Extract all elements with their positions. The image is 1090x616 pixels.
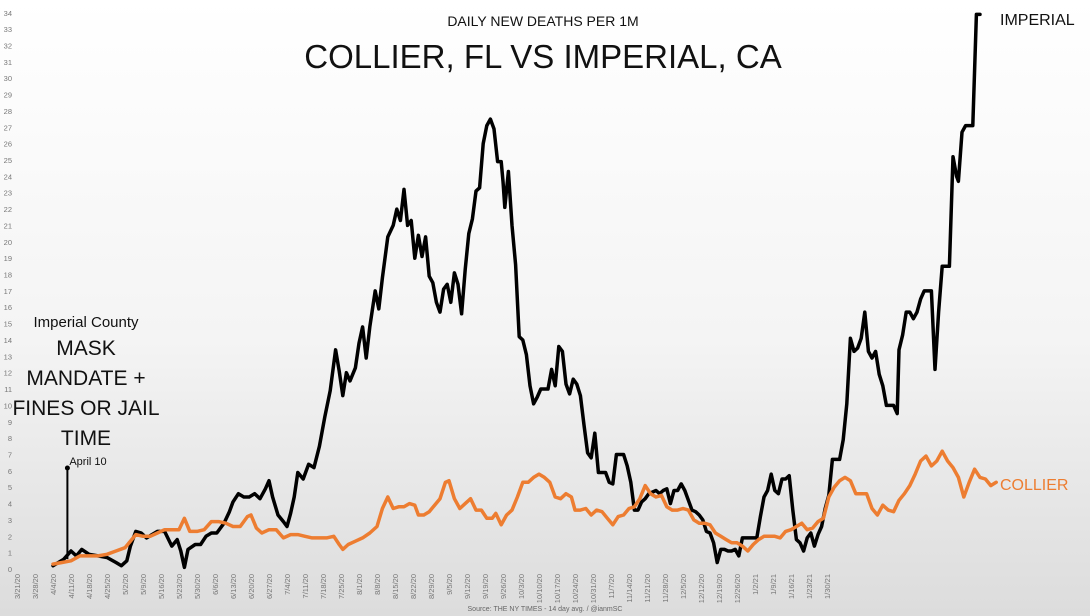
y-tick-label: 20	[4, 238, 12, 247]
y-tick-label: 21	[4, 221, 12, 230]
chart-title: COLLIER, FL VS IMPERIAL, CA	[304, 38, 781, 75]
y-tick-label: 3	[8, 516, 12, 525]
x-tick-label: 1/23/21	[805, 574, 814, 599]
x-tick-label: 7/11/20	[301, 574, 310, 598]
x-tick-label: 1/16/21	[787, 574, 796, 599]
y-tick-label: 13	[4, 352, 12, 361]
y-tick-label: 26	[4, 140, 12, 149]
chart-subtitle: DAILY NEW DEATHS PER 1M	[447, 13, 638, 29]
x-tick-label: 5/9/20	[139, 574, 148, 595]
x-tick-label: 6/20/20	[247, 574, 256, 599]
x-tick-label: 6/6/20	[211, 574, 220, 595]
y-tick-label: 8	[8, 434, 12, 443]
x-tick-label: 5/16/20	[157, 574, 166, 599]
x-tick-label: 12/12/20	[697, 574, 706, 603]
series-label-collier: COLLIER	[1000, 477, 1068, 494]
series-line-collier	[51, 449, 998, 566]
annotation-marker-dot	[64, 465, 70, 471]
x-tick-label: 1/2/21	[751, 574, 760, 595]
y-tick-label: 33	[4, 25, 12, 34]
y-tick-label: 32	[4, 41, 12, 50]
y-tick-label: 5	[8, 483, 12, 492]
y-tick-label: 7	[8, 450, 12, 459]
x-tick-label: 5/2/20	[121, 574, 130, 595]
chart-source: Source: THE NY TIMES - 14 day avg. / @ia…	[468, 606, 623, 613]
y-tick-label: 31	[4, 58, 12, 67]
y-tick-label: 10	[4, 401, 12, 410]
annotation-line-fines: FINES OR JAIL	[12, 397, 159, 420]
x-axis-ticks: 3/21/20 3/28/20 4/4/20 4/11/20 4/18/20 4/25/2…	[13, 574, 832, 603]
series-line-imperial	[51, 12, 982, 570]
x-tick-label: 8/29/20	[427, 574, 436, 599]
x-tick-label: 1/9/21	[769, 574, 778, 595]
x-tick-label: 10/24/20	[571, 574, 580, 603]
x-tick-label: 1/30/21	[823, 574, 832, 599]
x-tick-label: 7/18/20	[319, 574, 328, 599]
y-tick-label: 30	[4, 74, 12, 83]
y-tick-label: 22	[4, 205, 12, 214]
x-tick-label: 5/23/20	[175, 574, 184, 599]
series-label-imperial: IMPERIAL	[1000, 12, 1075, 29]
x-tick-label: 5/30/20	[193, 574, 202, 599]
x-tick-label: 12/26/20	[733, 574, 742, 603]
x-tick-label: 4/25/20	[103, 574, 112, 599]
x-tick-label: 7/4/20	[283, 574, 292, 595]
x-tick-label: 11/7/20	[607, 574, 616, 598]
y-tick-label: 0	[8, 565, 12, 574]
mask-mandate-annotation: Imperial County MASK MANDATE + FINES OR …	[12, 314, 160, 560]
x-tick-label: 10/31/20	[589, 574, 598, 603]
x-tick-label: 4/18/20	[85, 574, 94, 599]
x-tick-label: 9/19/20	[481, 574, 490, 599]
y-tick-label: 19	[4, 254, 12, 263]
x-tick-label: 12/19/20	[715, 574, 724, 603]
y-tick-label: 12	[4, 369, 12, 378]
x-tick-label: 3/28/20	[31, 574, 40, 599]
y-tick-label: 17	[4, 287, 12, 296]
x-tick-label: 11/21/20	[643, 574, 652, 603]
x-tick-label: 9/26/20	[499, 574, 508, 599]
y-tick-label: 24	[4, 172, 12, 181]
y-tick-label: 23	[4, 189, 12, 198]
x-tick-label: 10/17/20	[553, 574, 562, 603]
y-axis-ticks: 0123456789101112131415161718192021222324…	[4, 9, 12, 574]
annotation-line-mask: MASK	[56, 337, 116, 360]
annotation-line-mandate: MANDATE +	[26, 367, 145, 390]
x-tick-label: 4/4/20	[49, 574, 58, 595]
x-tick-label: 9/12/20	[463, 574, 472, 599]
x-tick-label: 8/1/20	[355, 574, 364, 595]
annotation-county: Imperial County	[33, 314, 139, 331]
y-tick-label: 16	[4, 303, 12, 312]
y-tick-label: 27	[4, 123, 12, 132]
x-tick-label: 11/28/20	[661, 574, 670, 603]
y-tick-label: 34	[4, 9, 12, 18]
annotation-date: April 10	[69, 456, 106, 468]
y-tick-label: 11	[4, 385, 12, 394]
y-tick-label: 6	[8, 467, 12, 476]
x-tick-label: 6/13/20	[229, 574, 238, 599]
y-tick-label: 2	[8, 532, 12, 541]
y-tick-label: 29	[4, 91, 12, 100]
y-tick-label: 28	[4, 107, 12, 116]
x-tick-label: 8/22/20	[409, 574, 418, 599]
y-tick-label: 15	[4, 320, 12, 329]
x-tick-label: 8/15/20	[391, 574, 400, 599]
x-tick-label: 10/10/20	[535, 574, 544, 603]
x-tick-label: 7/25/20	[337, 574, 346, 599]
x-tick-label: 11/14/20	[625, 574, 634, 603]
x-tick-label: 10/3/20	[517, 574, 526, 599]
x-tick-label: 6/27/20	[265, 574, 274, 599]
y-tick-label: 1	[8, 549, 12, 558]
y-tick-label: 9	[8, 418, 12, 427]
x-tick-label: 3/21/20	[13, 574, 22, 599]
annotation-line-time: TIME	[61, 427, 111, 450]
y-tick-label: 14	[4, 336, 12, 345]
x-tick-label: 8/8/20	[373, 574, 382, 595]
x-tick-label: 4/11/20	[67, 574, 76, 598]
x-tick-label: 12/5/20	[679, 574, 688, 599]
y-tick-label: 25	[4, 156, 12, 165]
x-tick-label: 9/5/20	[445, 574, 454, 595]
y-tick-label: 18	[4, 271, 12, 280]
y-tick-label: 4	[8, 500, 12, 509]
